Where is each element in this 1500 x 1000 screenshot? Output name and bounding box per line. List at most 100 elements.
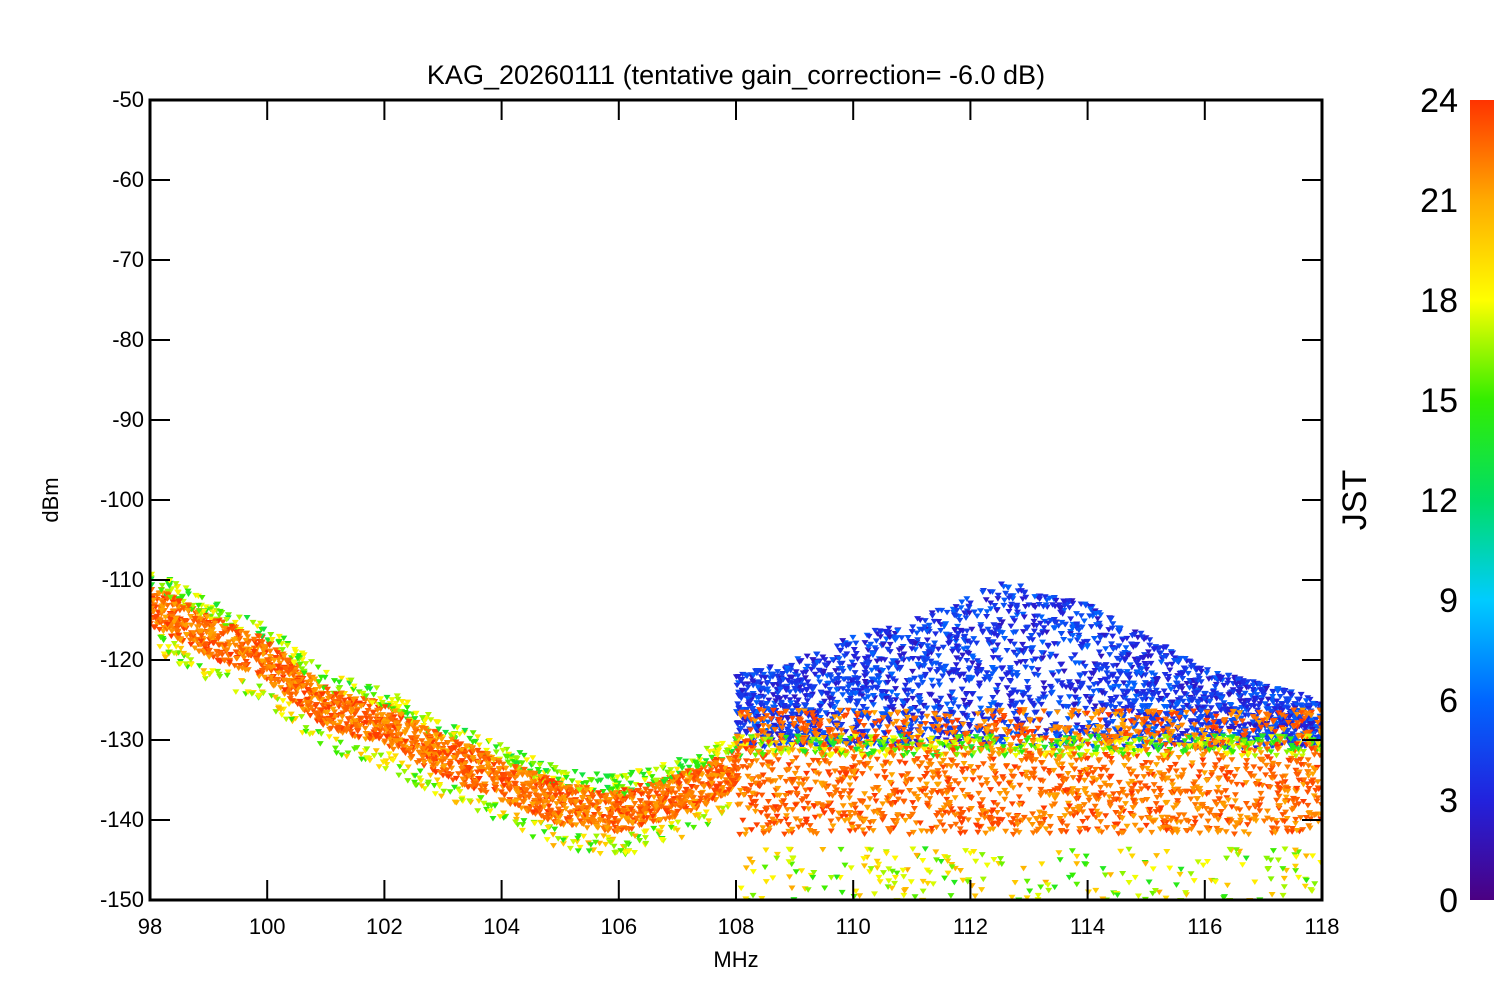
night-point: [1093, 622, 1101, 628]
floor-point: [1142, 822, 1150, 829]
night-point: [1060, 607, 1068, 614]
floor-point: [1125, 757, 1133, 763]
night-point: [781, 694, 789, 701]
night-point: [889, 707, 897, 713]
night-point: [1102, 646, 1110, 652]
night-point: [758, 685, 766, 692]
night-point: [742, 672, 750, 679]
night-point: [1204, 667, 1212, 673]
night-point: [776, 686, 784, 693]
night-point: [816, 704, 824, 710]
night-point: [855, 698, 863, 704]
night-point: [1135, 657, 1143, 664]
floor-point: [357, 751, 365, 758]
floor-point: [749, 892, 757, 899]
night-point: [1121, 650, 1129, 656]
night-point: [878, 711, 886, 717]
night-point: [1082, 705, 1090, 712]
night-point: [898, 645, 906, 652]
night-point: [1025, 636, 1033, 642]
night-point: [1187, 720, 1195, 726]
night-point: [1071, 652, 1079, 658]
floor-point: [1234, 852, 1242, 858]
night-point: [864, 694, 872, 700]
night-point: [1058, 619, 1066, 626]
night-point: [810, 664, 818, 670]
night-point: [1108, 625, 1116, 632]
night-point: [1003, 685, 1011, 691]
night-point: [1008, 698, 1016, 705]
floor-point: [1045, 887, 1053, 894]
night-point: [1068, 625, 1076, 632]
night-point: [887, 700, 895, 706]
floor-point: [578, 772, 586, 778]
floor-point: [1260, 818, 1268, 824]
night-point: [1224, 677, 1232, 684]
night-point: [1036, 620, 1044, 627]
night-point: [1011, 618, 1019, 624]
night-point: [1181, 655, 1189, 662]
night-point: [1152, 676, 1160, 683]
night-point: [743, 707, 751, 713]
night-point: [918, 711, 926, 717]
floor-point: [919, 888, 927, 895]
night-point: [952, 639, 960, 645]
night-point: [1283, 699, 1291, 706]
floor-point: [788, 715, 796, 722]
night-point: [1163, 711, 1171, 718]
night-point: [1107, 703, 1115, 710]
floor-point: [1251, 753, 1259, 759]
night-point: [951, 697, 959, 703]
night-point: [964, 645, 972, 652]
night-point: [813, 659, 821, 666]
night-point: [1013, 652, 1021, 659]
night-point: [923, 637, 931, 643]
night-point: [761, 675, 769, 681]
floor-point: [1213, 751, 1221, 757]
night-point: [937, 695, 945, 702]
night-point: [1168, 650, 1176, 657]
floor-point: [1264, 866, 1272, 873]
floor-point: [1123, 823, 1131, 830]
night-point: [920, 663, 928, 669]
night-point: [990, 700, 998, 706]
night-point: [796, 659, 804, 666]
night-point: [915, 700, 923, 706]
night-point: [850, 687, 858, 694]
night-point: [792, 669, 800, 675]
floor-point: [1197, 901, 1204, 907]
night-point: [915, 695, 923, 701]
night-point: [1141, 680, 1149, 686]
night-point: [885, 634, 893, 640]
night-point: [772, 698, 780, 704]
night-point: [876, 628, 884, 634]
floor-point: [913, 747, 921, 753]
night-point: [1119, 637, 1127, 644]
night-point: [876, 680, 884, 686]
night-point: [788, 675, 796, 681]
night-point: [994, 625, 1002, 631]
night-point: [1140, 652, 1148, 658]
floor-point: [751, 808, 759, 815]
night-point: [868, 651, 876, 657]
night-point: [1007, 690, 1015, 697]
night-point: [790, 703, 798, 709]
night-point: [1080, 618, 1088, 624]
night-point: [1098, 690, 1106, 696]
night-point: [1297, 691, 1305, 698]
night-point: [935, 653, 943, 659]
night-point: [766, 664, 774, 670]
night-point: [1184, 670, 1192, 677]
night-point: [1249, 719, 1257, 725]
night-point: [1041, 594, 1049, 600]
night-point: [868, 667, 876, 674]
floor-point: [853, 713, 861, 720]
night-point: [1160, 645, 1168, 651]
night-point: [794, 656, 802, 662]
night-point: [852, 650, 860, 657]
floor-point: [851, 827, 859, 834]
night-point: [1163, 662, 1171, 668]
night-point: [1033, 623, 1041, 629]
floor-point: [844, 707, 852, 714]
night-point: [1052, 653, 1060, 660]
